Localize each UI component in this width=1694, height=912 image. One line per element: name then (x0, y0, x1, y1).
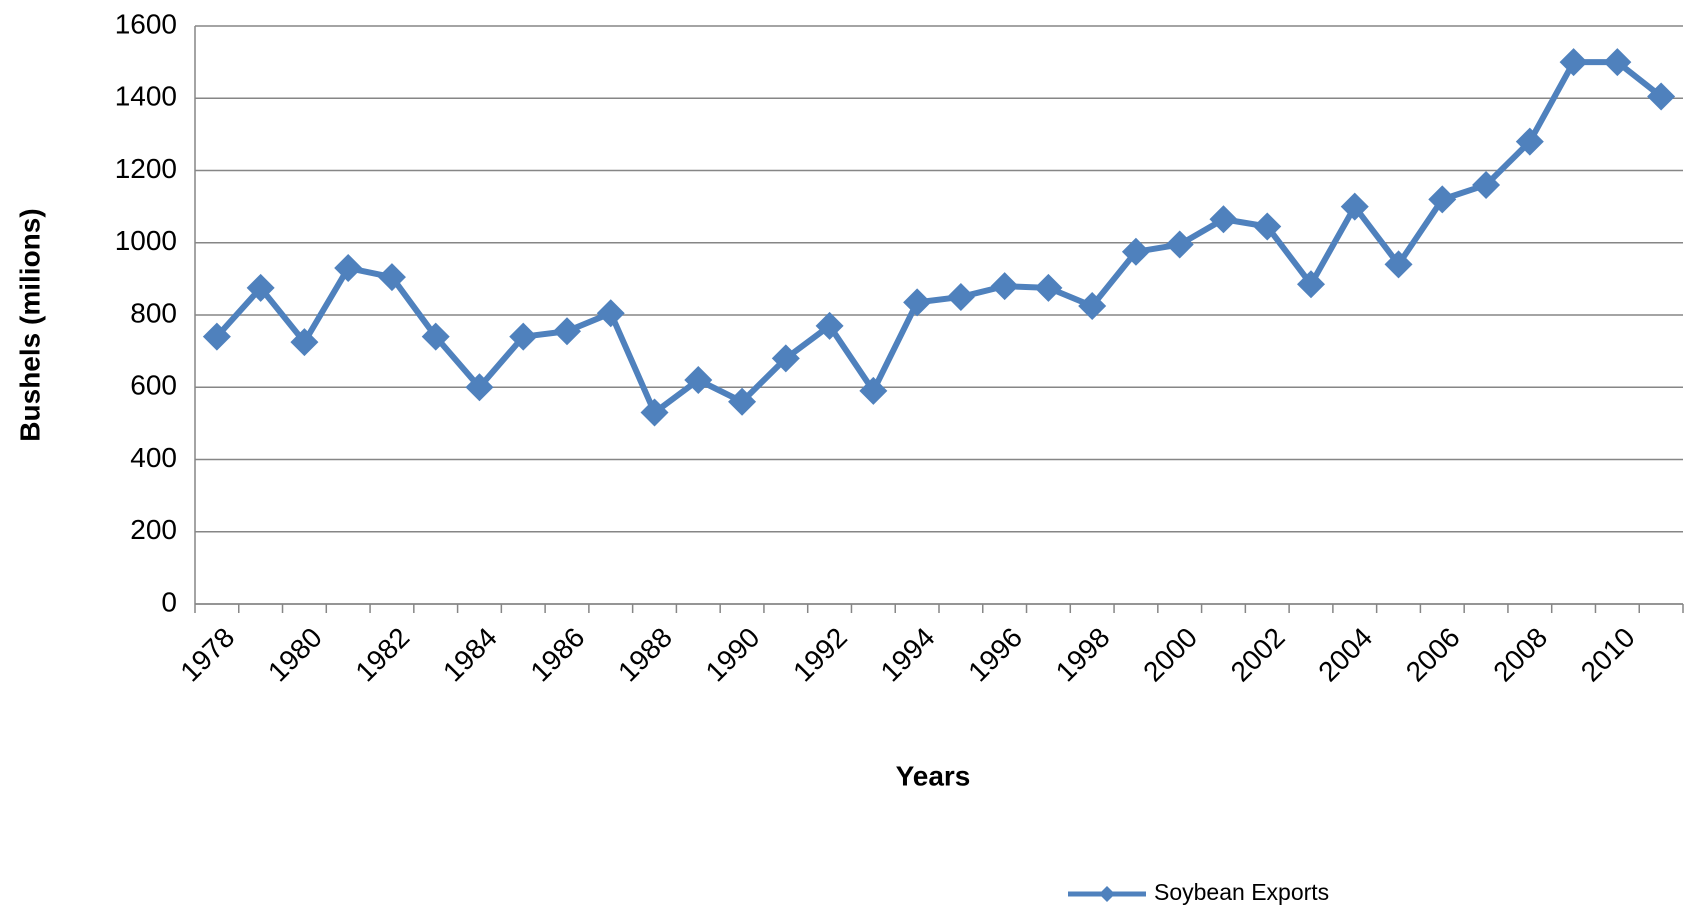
marker (1384, 250, 1413, 279)
marker (1559, 48, 1588, 77)
x-tick-label: 1978 (174, 622, 240, 688)
y-axis-title: Bushels (milions) (14, 208, 45, 441)
marker (596, 299, 625, 328)
marker (728, 387, 757, 416)
y-tick-label: 200 (130, 514, 177, 545)
marker (1209, 205, 1238, 234)
x-tick-label: 2000 (1137, 622, 1203, 688)
x-tick-label: 1982 (349, 622, 415, 688)
x-tick-label: 2006 (1400, 622, 1466, 688)
marker (1428, 185, 1457, 214)
x-tick-label: 1992 (787, 622, 853, 688)
legend-marker (1099, 886, 1115, 902)
y-tick-label: 1600 (115, 8, 177, 39)
marker (290, 328, 319, 357)
marker (1515, 127, 1544, 156)
marker (553, 317, 581, 346)
marker (509, 322, 538, 351)
marker (1165, 230, 1194, 259)
x-tick-label: 2004 (1312, 622, 1378, 688)
marker (640, 398, 669, 427)
marker (815, 311, 844, 340)
x-tick-label: 2008 (1487, 622, 1553, 688)
y-tick-label: 1400 (115, 81, 177, 112)
x-tick-label: 2002 (1225, 622, 1291, 688)
x-tick-label: 1996 (962, 622, 1028, 688)
marker (1603, 48, 1632, 77)
x-tick-label: 1990 (700, 622, 766, 688)
marker (1078, 291, 1107, 320)
x-axis-title: Years (896, 760, 971, 791)
marker (903, 288, 932, 317)
x-tick-label: 2010 (1575, 622, 1641, 688)
marker (377, 263, 406, 292)
marker (1472, 170, 1501, 199)
line (214, 59, 1663, 416)
y-tick-label: 800 (130, 297, 177, 328)
y-tick-label: 1000 (115, 225, 177, 256)
marker (202, 322, 231, 351)
marker (465, 373, 494, 402)
y-tick-label: 600 (130, 370, 177, 401)
marker (1253, 212, 1282, 241)
marker (334, 254, 363, 283)
y-tick-label: 400 (130, 442, 177, 473)
x-tick-label: 1988 (612, 622, 678, 688)
marker (1340, 192, 1369, 221)
marker (246, 273, 275, 302)
x-tick-label: 1984 (437, 622, 503, 688)
marker (859, 376, 888, 405)
x-tick-label: 1994 (875, 622, 941, 688)
x-tick-label: 1998 (1050, 622, 1116, 688)
x-tick-label: 1986 (524, 622, 590, 688)
marker (1121, 237, 1150, 266)
y-tick-label: 0 (161, 586, 177, 617)
marker (1034, 273, 1063, 302)
marker (1297, 270, 1325, 299)
marker (684, 366, 713, 395)
marker (421, 322, 450, 351)
marker (1647, 82, 1676, 111)
y-tick-label: 1200 (115, 153, 177, 184)
x-tick-label: 1980 (262, 622, 328, 688)
marker (946, 282, 975, 311)
marker (990, 272, 1019, 301)
legend-label: Soybean Exports (1154, 879, 1329, 905)
marker (771, 344, 800, 373)
